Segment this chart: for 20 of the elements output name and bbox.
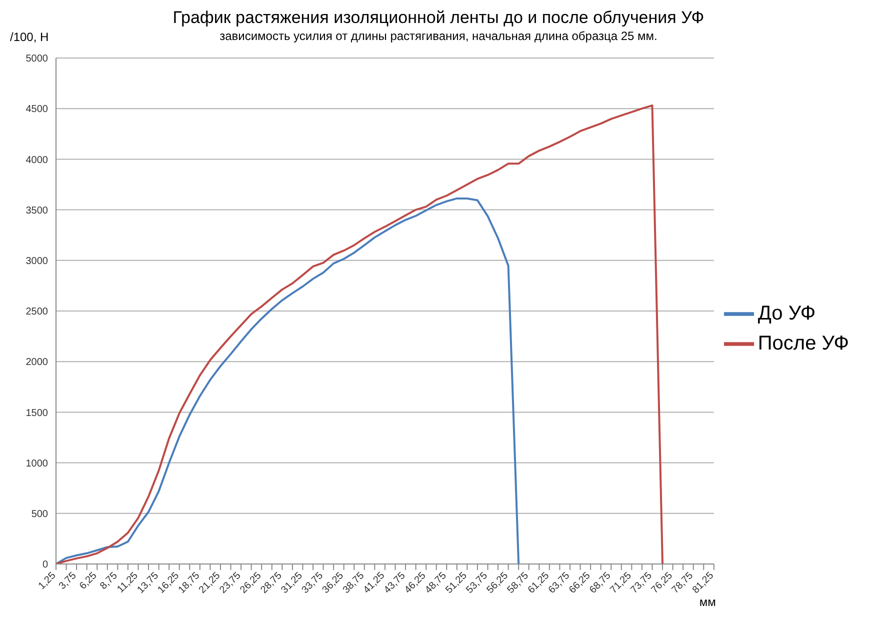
- legend-label: До УФ: [758, 302, 816, 324]
- chart-title: График растяжения изоляционной ленты до и после облучения УФ: [172, 8, 706, 28]
- y-tick-label: 4000: [26, 154, 48, 166]
- y-tick-label: 1000: [26, 458, 48, 470]
- y-tick-label: 3500: [26, 205, 48, 216]
- line-series: [55, 104, 664, 564]
- y-tick-label: 3000: [26, 256, 48, 267]
- line-series: [55, 197, 520, 564]
- y-tick-label: 2000: [26, 357, 48, 368]
- chart-subtitle: зависимость усилия от длины растягивания, начальная длина образца 25 мм.: [220, 29, 658, 43]
- y-tick-label: 1500: [26, 408, 48, 419]
- x-tick-label: 6,25: [78, 570, 100, 592]
- y-tick-label: 2500: [26, 306, 48, 318]
- y-tick-label: 500: [31, 508, 48, 520]
- y-axis-title: /100, Н: [10, 30, 49, 44]
- legend-label: После УФ: [758, 332, 849, 354]
- y-tick-label: 5000: [26, 54, 48, 65]
- x-axis-title: мм: [699, 595, 716, 609]
- y-tick-label: 0: [42, 560, 48, 571]
- y-tick-label: 4500: [26, 104, 48, 116]
